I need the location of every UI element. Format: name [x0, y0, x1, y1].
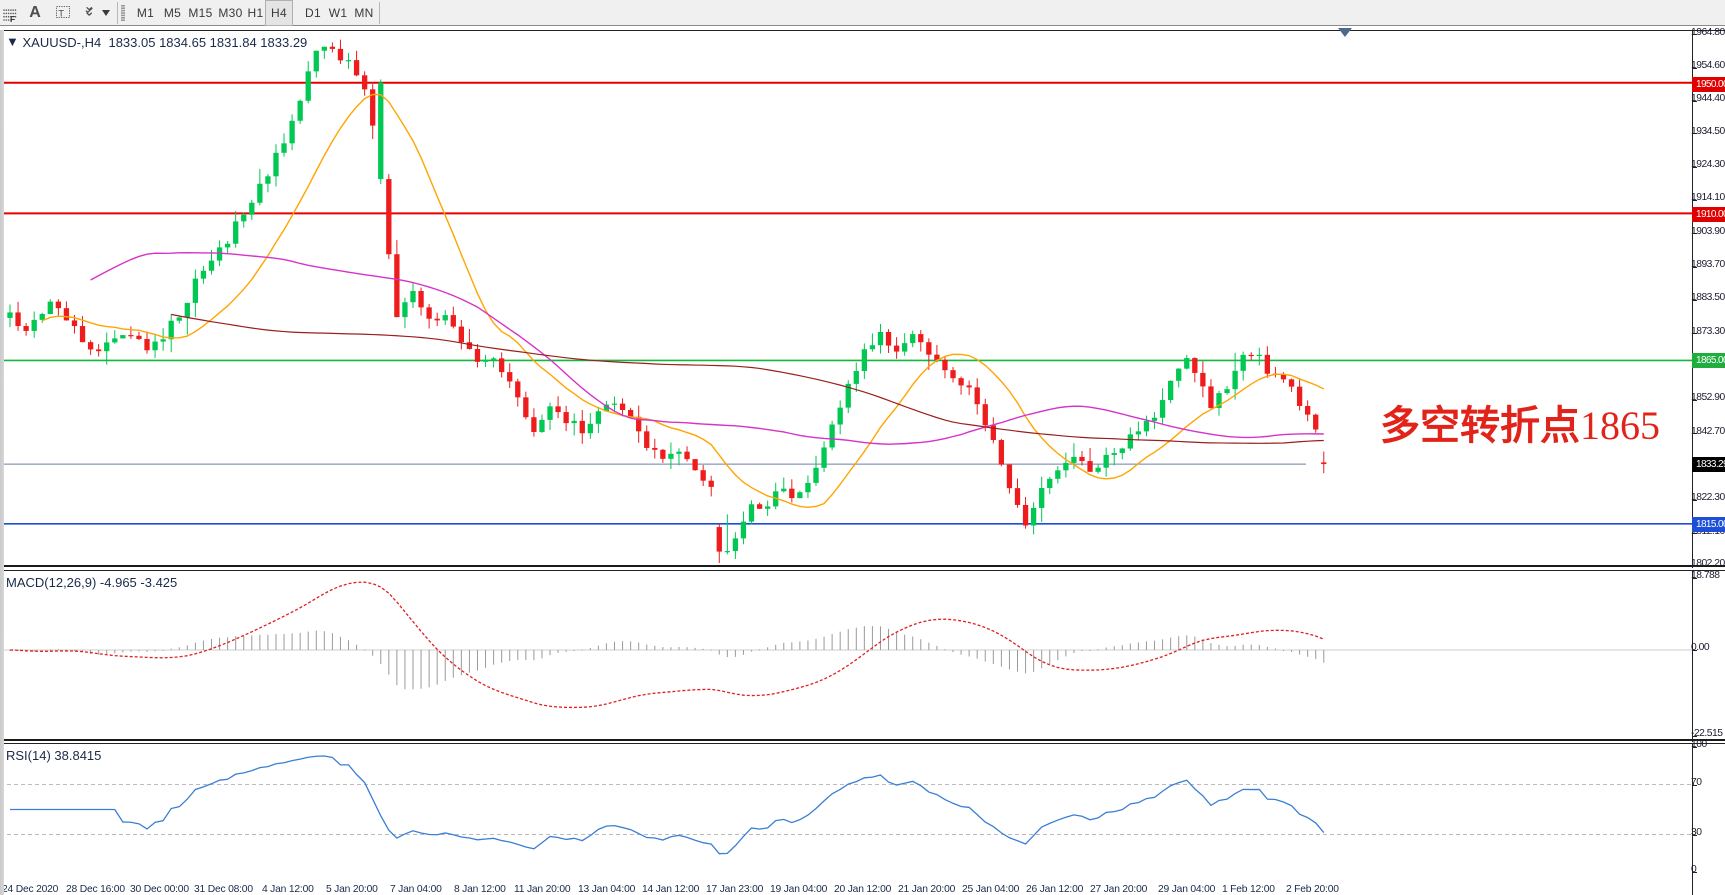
svg-text:T: T [58, 8, 64, 19]
svg-text:F: F [10, 14, 15, 22]
